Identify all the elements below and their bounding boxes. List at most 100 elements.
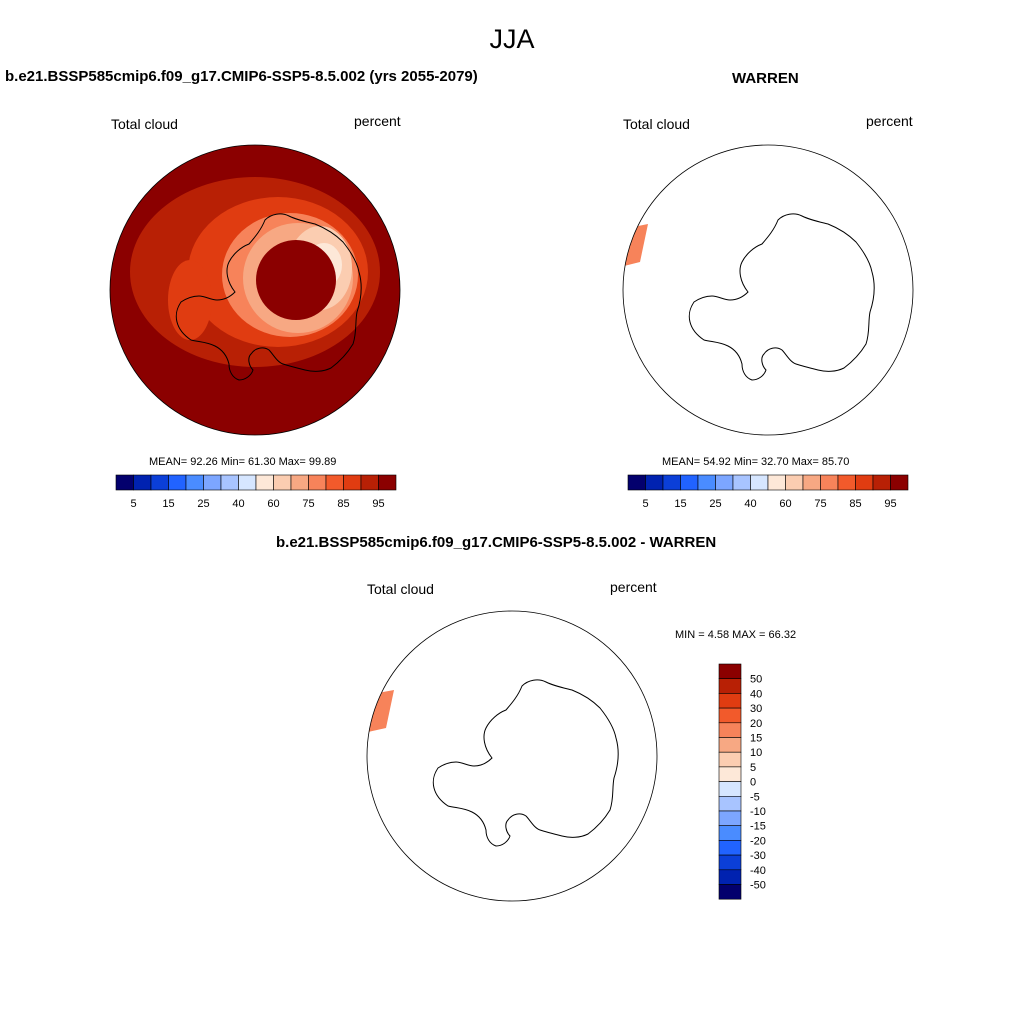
panel1-colorbar-tick-label: 95 [372,498,384,510]
panel3-colorbar-tick-label: -30 [750,850,766,862]
panel3-colorbar-tick-label: -20 [750,835,766,847]
panel1-colorbar-tick-label: 40 [232,498,244,510]
panel1-colorbar-box [273,474,292,491]
panel1-colorbar-box [343,474,362,491]
panel1-colorbar-tick-label: 15 [162,498,174,510]
panel2-colorbar-tick-label: 95 [884,498,896,510]
panel2-colorbar-box [627,474,646,491]
panel2-map-border [622,144,914,436]
panel3-colorbar-box [718,810,742,826]
panel3-colorbar-tick-label: 5 [750,762,756,774]
panel3-colorbar-tick-label: -50 [750,880,766,892]
panel1-colorbar-box [360,474,379,491]
panel2-colorbar-tick-label: 85 [849,498,861,510]
panel3-colorbar-box [718,693,742,709]
panel2-colorbar-box [662,474,681,491]
panel3-units-label: percent [610,579,657,595]
panel1-contour-inner [256,240,336,320]
panel1-colorbar-box [168,474,187,491]
panel3-stats: MIN = 4.58 MAX = 66.32 [675,629,797,641]
panel1-colorbar-box [238,474,257,491]
panel1-colorbar-box [255,474,274,491]
panel1-colorbar: 5 15 25 40 60 75 85 95 [115,474,397,510]
panel2-stats: MEAN= 54.92 Min= 32.70 Max= 85.70 [662,456,850,468]
panel3-colorbar-box [718,840,742,856]
panel3-variable-label: Total cloud [367,581,434,597]
panel1-colorbar-tick-label: 85 [337,498,349,510]
panel1-colorbar-box [325,474,344,491]
panel3-map-background [367,611,657,901]
panel1-colorbar-box [133,474,152,491]
panel1-colorbar-box [203,474,222,491]
panel1-stats: MEAN= 92.26 Min= 61.30 Max= 99.89 [149,456,337,468]
panel3-colorbar-box [718,781,742,797]
panel3-colorbar-box [718,678,742,694]
panel2-map-background [623,145,913,435]
panel2-colorbar-box [872,474,891,491]
panel2-colorbar-tick-label: 15 [674,498,686,510]
panel3-colorbar-box [718,707,742,724]
panel1-contour-peninsula [168,260,212,340]
panel2-colorbar: 5 15 25 40 60 75 85 95 [627,474,909,510]
panel2-colorbar-box [645,474,664,491]
panel3-colorbar-box [718,751,742,768]
panel3-map [366,610,658,902]
panel1-colorbar-tick-label: 25 [197,498,209,510]
panel1-variable-label: Total cloud [111,116,178,132]
panel3-colorbar-box [718,722,742,738]
panel2-colorbar-box [715,474,734,491]
panel2-colorbar-box [732,474,751,491]
panel2-colorbar-box [680,474,699,491]
panel1-colorbar-box [220,474,239,491]
panel1-colorbar-tick-label: 75 [302,498,314,510]
page-title: JJA [489,24,535,54]
panel1-map-border [109,144,401,436]
panel1-colorbar-tick-label: 60 [267,498,279,510]
panel2-colorbar-box [785,474,804,491]
panel2-colorbar-tick-label: 25 [709,498,721,510]
panel2-colorbar-tick-label: 5 [642,498,648,510]
panel3-case-title: b.e21.BSSP585cmip6.f09_g17.CMIP6-SSP5-8.… [276,534,717,551]
panel2-map [622,144,914,436]
panel1-colorbar-box [150,474,169,491]
panel1-units-label: percent [354,113,401,129]
panel2-colorbar-box [890,474,909,491]
panel3-colorbar-box [718,663,742,679]
panel3-colorbar-tick-label: 0 [750,777,756,789]
panel3-colorbar-tick-label: 10 [750,747,762,759]
panel3-colorbar-box [718,869,742,885]
panel3-colorbar-tick-label: 40 [750,688,762,700]
panel3-colorbar-box [718,854,742,871]
panel2-colorbar-box [750,474,769,491]
panel1-colorbar-box [115,474,134,491]
panel2-colorbar-tick-label: 60 [779,498,791,510]
panel3-colorbar-box [718,737,742,753]
panel2-colorbar-tick-label: 40 [744,498,756,510]
panel1-colorbar-box [290,474,309,491]
panel3-colorbar-box [718,795,742,812]
panel2-colorbar-box [820,474,839,491]
panel2-variable-label: Total cloud [623,116,690,132]
panel2-colorbar-tick-label: 75 [814,498,826,510]
panel3-colorbar-box [718,884,742,900]
panel1-colorbar-tick-label: 5 [130,498,136,510]
panel1-colorbar-box [308,474,327,491]
panel2-colorbar-box [802,474,821,491]
panel3-colorbar-tick-label: 50 [750,674,762,686]
panel2-colorbar-box [767,474,786,491]
panel3-colorbar-box [718,766,742,782]
panel1-map [109,144,401,436]
panel2-units-label: percent [866,113,913,129]
panel2-colorbar-box [697,474,716,491]
panel3-colorbar-tick-label: 15 [750,733,762,745]
panel2-colorbar-box [855,474,874,491]
panel3-colorbar-tick-label: -5 [750,791,760,803]
panel3-map-border [366,610,658,902]
panel1-case-title: b.e21.BSSP585cmip6.f09_g17.CMIP6-SSP5-8.… [5,68,478,85]
panel3-colorbar-tick-label: 20 [750,718,762,730]
panel1-colorbar-box [378,474,397,491]
panel3-colorbar-tick-label: -10 [750,806,766,818]
panel2-case-title: WARREN [732,70,799,87]
